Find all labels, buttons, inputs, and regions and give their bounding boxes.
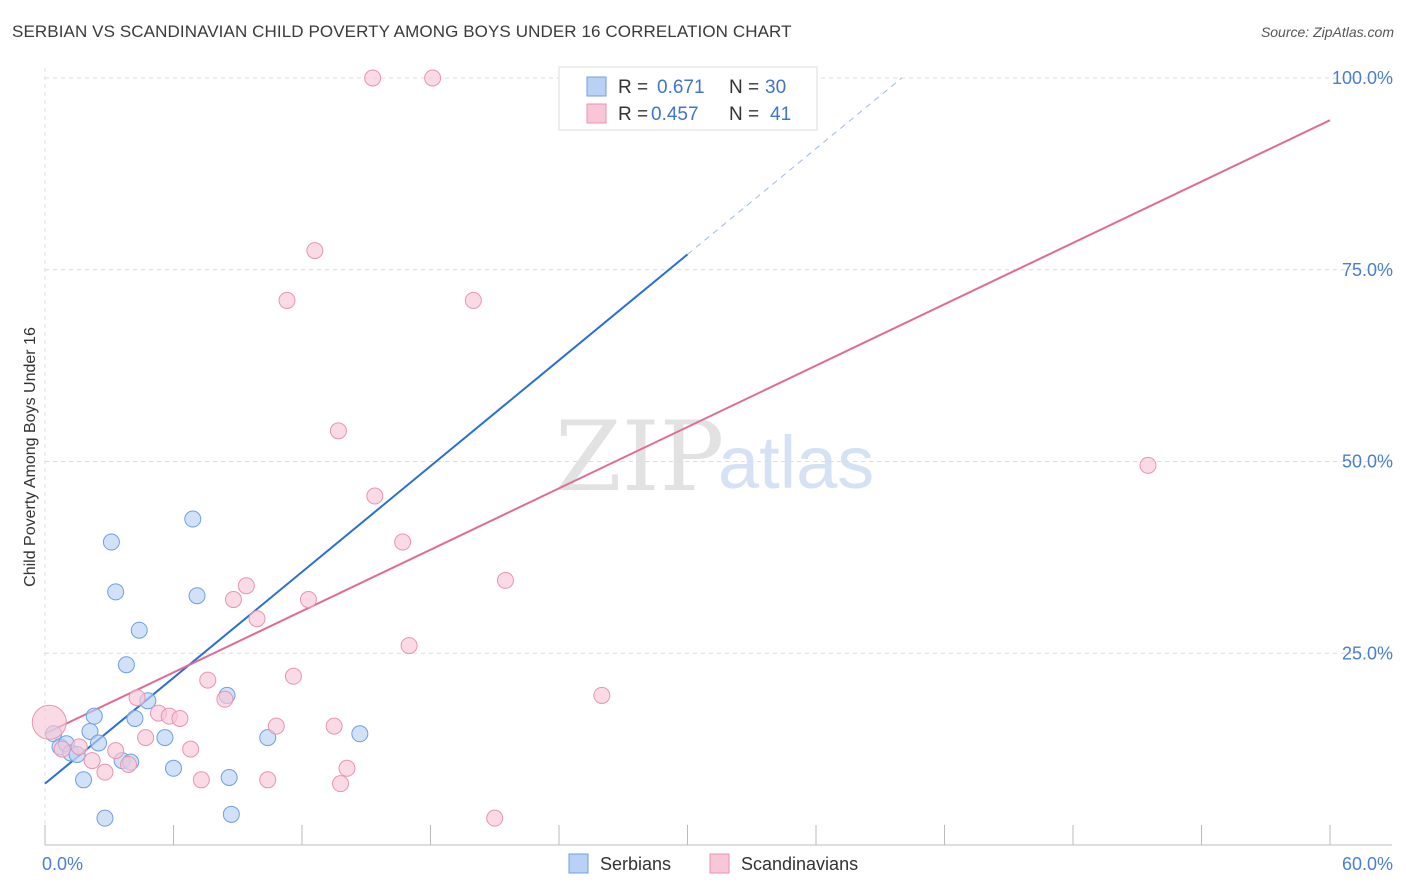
- trend-line-serbians-extension: [687, 77, 902, 255]
- y-tick-label: 75.0%: [1342, 260, 1393, 280]
- bottom-legend-swatch-scandinavians: [709, 853, 730, 874]
- point-scandinavians: [284, 667, 302, 685]
- legend-r-value-scandinavians: 0.457: [651, 104, 699, 125]
- point-scandinavians: [224, 591, 242, 609]
- point-scandinavians: [1139, 456, 1157, 474]
- legend-n-value-scandinavians: 41: [770, 104, 791, 125]
- legend-swatch-scandinavians: [586, 103, 607, 124]
- point-scandinavians: [464, 291, 482, 309]
- point-scandinavians: [400, 637, 418, 655]
- data-points: [31, 69, 1157, 827]
- y-axis-label: Child Poverty Among Boys Under 16: [22, 327, 39, 587]
- point-scandinavians: [394, 533, 412, 551]
- point-serbians: [126, 709, 144, 727]
- point-scandinavians: [128, 689, 146, 707]
- point-scandinavians: [267, 717, 285, 735]
- point-scandinavians: [299, 591, 317, 609]
- bottom-legend-swatch-serbians: [568, 853, 589, 874]
- point-scandinavians: [306, 242, 324, 260]
- point-scandinavians: [107, 742, 125, 760]
- point-serbians: [184, 510, 202, 528]
- point-scandinavians: [171, 709, 189, 727]
- point-serbians: [102, 533, 120, 551]
- point-scandinavians: [137, 729, 155, 747]
- point-serbians: [351, 725, 369, 743]
- legend-r-value-serbians: 0.671: [657, 77, 705, 98]
- point-scandinavians: [364, 69, 382, 87]
- watermark-atlas: atlas: [718, 421, 874, 504]
- legend-box: R = 0.671 N = 30 R = 0.457 N = 41: [558, 66, 818, 131]
- point-scandinavians: [120, 755, 138, 773]
- legend-n-label-scandinavians: N =: [729, 104, 759, 125]
- point-scandinavians: [338, 759, 356, 777]
- point-scandinavians: [83, 752, 101, 770]
- point-scandinavians: [53, 740, 71, 758]
- bottom-legend-label-serbians: Serbians: [600, 854, 671, 874]
- chart-title: SERBIAN VS SCANDINAVIAN CHILD POVERTY AM…: [12, 22, 792, 41]
- bottom-legend: Serbians Scandinavians: [568, 853, 858, 874]
- point-scandinavians: [31, 704, 67, 740]
- point-serbians: [107, 583, 125, 601]
- grid-lines: [44, 68, 1392, 845]
- point-scandinavians: [237, 577, 255, 595]
- watermark: ZIP atlas: [555, 401, 874, 513]
- x-tick-label-max: 60.0%: [1342, 854, 1393, 874]
- legend-n-value-serbians: 30: [765, 77, 786, 98]
- y-tick-label: 50.0%: [1342, 452, 1393, 472]
- point-scandinavians: [329, 422, 347, 440]
- point-scandinavians: [424, 69, 442, 87]
- chart-source: Source: ZipAtlas.com: [1260, 24, 1394, 40]
- point-serbians: [165, 759, 182, 777]
- point-scandinavians: [199, 671, 217, 689]
- legend-r-label-scandinavians: R =: [618, 104, 648, 125]
- point-scandinavians: [325, 717, 343, 735]
- point-scandinavians: [96, 763, 114, 781]
- point-serbians: [188, 587, 206, 605]
- point-serbians: [96, 809, 114, 827]
- axes: [44, 825, 1392, 846]
- point-serbians: [75, 771, 93, 789]
- legend-r-label-serbians: R =: [618, 77, 648, 98]
- point-serbians: [259, 729, 277, 747]
- watermark-zip: ZIP: [555, 401, 724, 513]
- point-scandinavians: [248, 610, 266, 628]
- point-serbians: [85, 707, 103, 725]
- point-scandinavians: [259, 771, 277, 789]
- point-serbians: [156, 729, 174, 747]
- y-tick-label: 100.0%: [1332, 68, 1393, 88]
- point-scandinavians: [182, 740, 200, 758]
- point-serbians: [220, 769, 238, 787]
- bottom-legend-label-scandinavians: Scandinavians: [741, 854, 858, 874]
- point-serbians: [222, 805, 240, 823]
- point-scandinavians: [366, 487, 384, 505]
- trend-line-scandinavians: [44, 119, 1331, 735]
- point-scandinavians: [496, 571, 514, 589]
- tick-labels: 25.0% 50.0% 75.0% 100.0% 0.0% 60.0%: [42, 68, 1393, 874]
- point-serbians: [130, 621, 148, 639]
- legend-n-label-serbians: N =: [729, 77, 759, 98]
- x-tick-label-min: 0.0%: [42, 854, 83, 874]
- point-scandinavians: [278, 291, 296, 309]
- point-scandinavians: [216, 690, 234, 708]
- point-scandinavians: [332, 775, 350, 793]
- point-scandinavians: [192, 771, 210, 789]
- point-serbians: [117, 656, 135, 674]
- legend-swatch-serbians: [586, 76, 607, 97]
- y-tick-label: 25.0%: [1342, 643, 1393, 663]
- point-serbians: [90, 734, 108, 752]
- point-scandinavians: [70, 738, 88, 756]
- point-scandinavians: [593, 686, 611, 704]
- point-scandinavians: [486, 809, 504, 827]
